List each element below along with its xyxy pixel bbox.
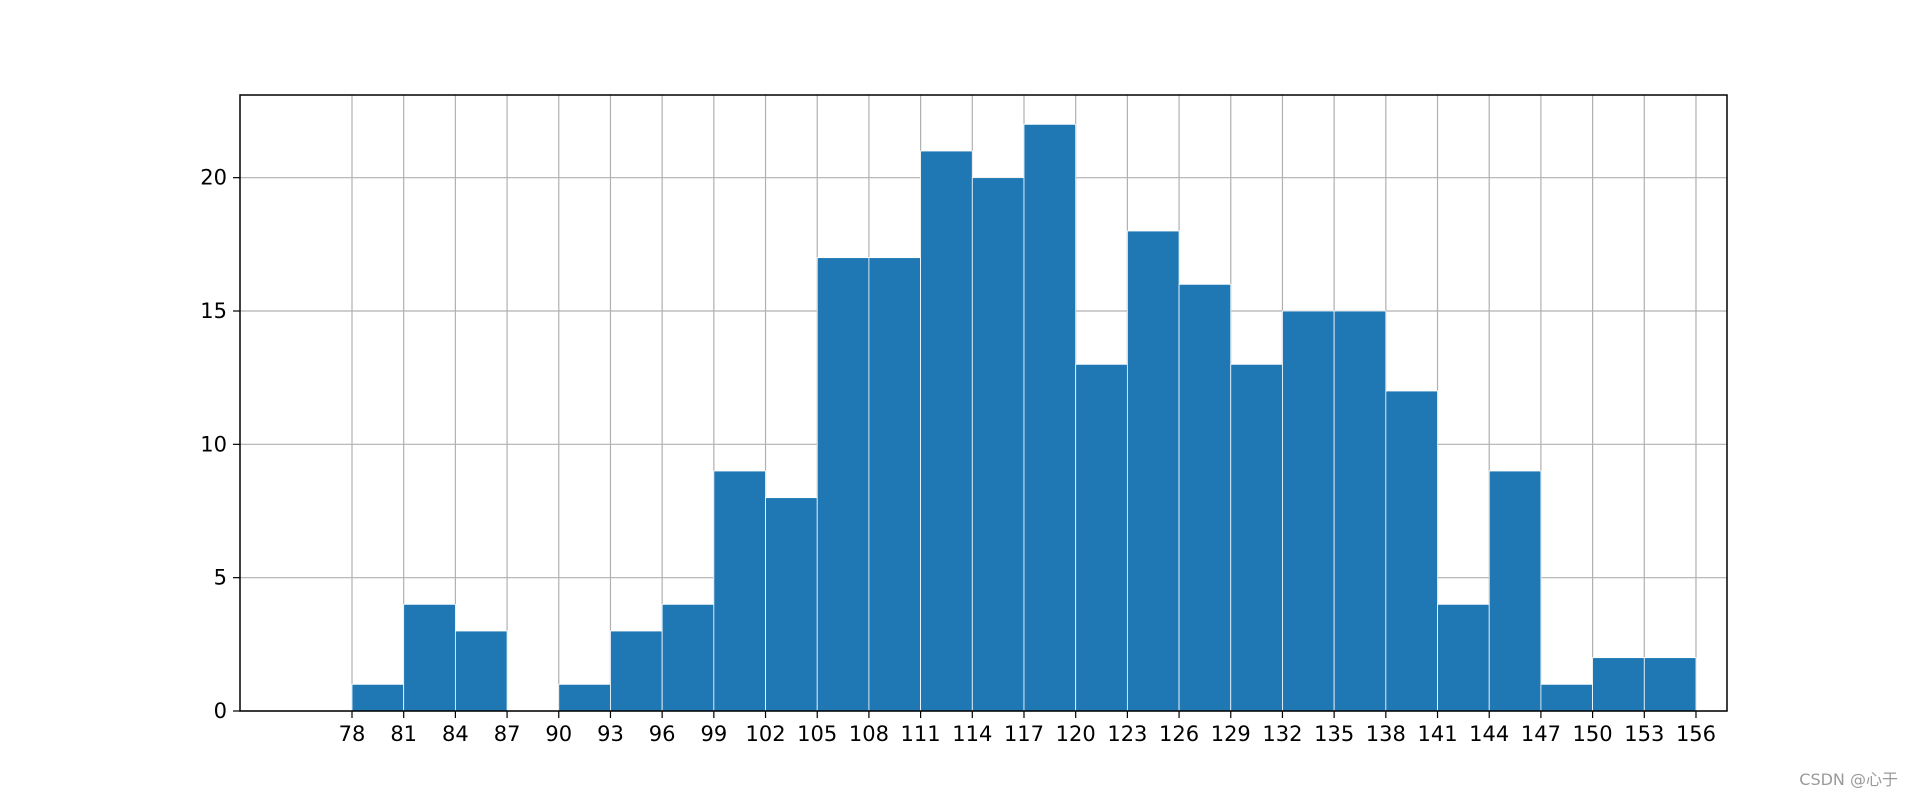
axes-frame [239, 94, 1728, 712]
histogram-bars [351, 123, 1697, 712]
x-tick-label: 135 [1314, 722, 1354, 746]
x-tick-label: 114 [952, 722, 992, 746]
histogram-bar [1282, 310, 1335, 712]
histogram-bar [816, 257, 870, 712]
histogram-bar [1333, 310, 1387, 712]
x-tick-label: 150 [1573, 722, 1613, 746]
x-tick-label: 144 [1469, 722, 1509, 746]
x-tick-label: 105 [797, 722, 837, 746]
x-tick-label: 141 [1417, 722, 1457, 746]
histogram-bar [1023, 123, 1077, 712]
histogram-bar [1643, 657, 1697, 712]
histogram-bar [351, 683, 405, 712]
x-tick-label: 81 [390, 722, 417, 746]
histogram-bar [610, 630, 663, 712]
y-axis-ticks: 0 5 10 15 20 [200, 166, 240, 723]
histogram-bar [971, 177, 1025, 712]
x-tick-label: 96 [649, 722, 676, 746]
x-tick-label: 87 [494, 722, 521, 746]
watermark: CSDN @心于 [1799, 770, 1898, 789]
x-tick-label: 78 [339, 722, 366, 746]
x-tick-label: 132 [1262, 722, 1302, 746]
x-axis-ticks: 78 81 84 87 90 93 96 99 102 105 108 111 114 117 120 123… [339, 711, 1716, 746]
x-tick-label: 138 [1366, 722, 1406, 746]
histogram-bar [1230, 363, 1283, 712]
x-tick-label: 117 [1004, 722, 1044, 746]
histogram-bar [454, 630, 508, 712]
x-tick-label: 120 [1056, 722, 1096, 746]
histogram-bar [1488, 470, 1542, 712]
y-tick-label: 20 [200, 166, 227, 190]
x-tick-label: 93 [597, 722, 624, 746]
x-tick-label: 156 [1676, 722, 1716, 746]
x-tick-label: 108 [849, 722, 889, 746]
x-tick-label: 123 [1107, 722, 1147, 746]
histogram-bar [661, 603, 715, 712]
y-tick-label: 0 [214, 699, 227, 723]
histogram-bar [1592, 657, 1645, 712]
x-tick-label: 153 [1624, 722, 1664, 746]
histogram-bar [1178, 283, 1232, 712]
histogram-bar [1437, 603, 1490, 712]
y-tick-label: 5 [214, 566, 227, 590]
histogram-bar [713, 470, 766, 712]
x-tick-label: 99 [700, 722, 727, 746]
histogram-bar [1075, 363, 1128, 712]
y-tick-label: 15 [200, 299, 227, 323]
y-tick-label: 10 [200, 432, 227, 456]
x-tick-label: 126 [1159, 722, 1199, 746]
histogram-bar [868, 257, 922, 712]
histogram-bar [920, 150, 973, 712]
histogram-bar [558, 683, 611, 712]
histogram-bar [765, 497, 818, 712]
histogram-bar [403, 603, 456, 712]
histogram-bar [1540, 683, 1594, 712]
x-tick-label: 84 [442, 722, 469, 746]
x-tick-label: 129 [1211, 722, 1251, 746]
x-tick-label: 102 [745, 722, 785, 746]
histogram-bar [1126, 230, 1180, 712]
x-tick-label: 147 [1521, 722, 1561, 746]
histogram-bar [1385, 390, 1438, 712]
x-tick-label: 111 [901, 722, 941, 746]
x-tick-label: 90 [545, 722, 572, 746]
